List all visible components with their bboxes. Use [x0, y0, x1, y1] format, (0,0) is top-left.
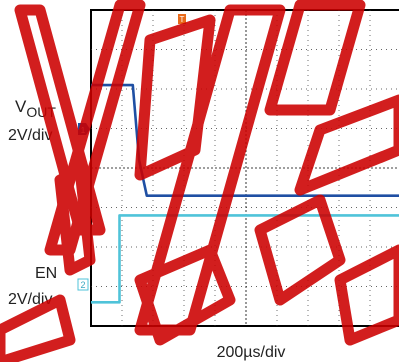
vout-scale-label: 2V/div	[8, 127, 52, 144]
watermark-stroke	[54, 164, 96, 276]
x-axis-label: 200µs/div	[217, 344, 286, 361]
svg-text:T: T	[180, 15, 185, 24]
trigger-marker: T	[178, 14, 186, 24]
watermark-stroke	[254, 194, 346, 306]
vout-label-main: V	[15, 97, 27, 116]
en-label: EN	[35, 265, 57, 282]
watermark-stroke	[264, 0, 366, 116]
watermark-stroke	[134, 244, 236, 346]
ch2-marker: 2	[77, 278, 89, 291]
watermark-stroke	[334, 244, 399, 346]
watermark-stroke	[134, 4, 286, 336]
svg-text:2: 2	[80, 280, 85, 290]
watermark-stroke	[0, 294, 76, 362]
watermark-stroke	[294, 94, 399, 196]
watermark-stroke	[14, 4, 106, 236]
trace-en	[91, 214, 399, 304]
